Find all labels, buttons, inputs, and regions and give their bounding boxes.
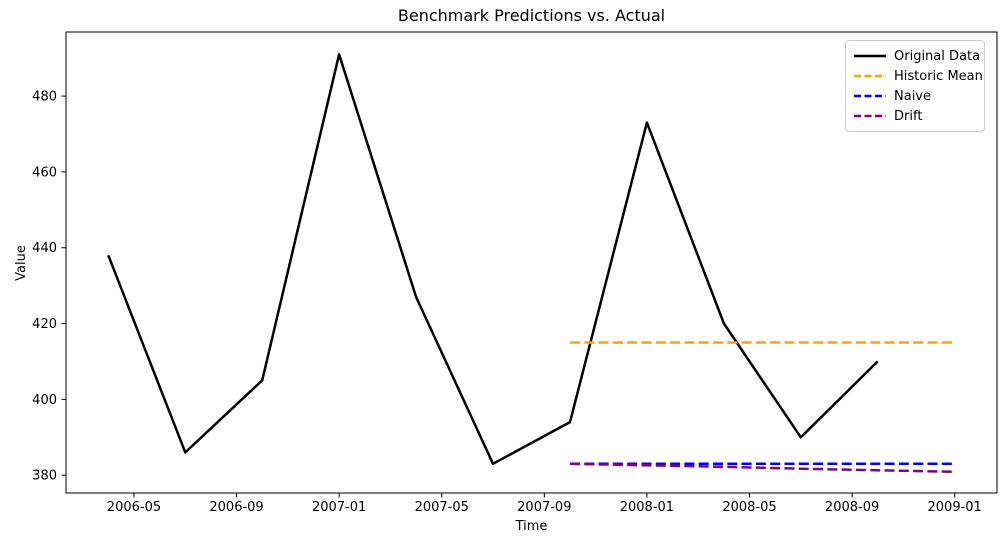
- x-tick-label: 2009-01: [928, 500, 982, 515]
- series-line-drift: [569, 462, 955, 474]
- legend-label-drift: Drift: [894, 108, 923, 124]
- x-tick-label: 2008-01: [620, 500, 674, 515]
- legend-label-naive: Naive: [894, 88, 931, 104]
- y-axis-label: Value: [14, 245, 29, 281]
- legend-line-sample-historic-mean: [854, 73, 886, 79]
- legend-line-sample-original-data: [854, 53, 886, 59]
- legend-sample-svg: [854, 54, 886, 58]
- x-axis-label: Time: [515, 519, 548, 534]
- legend-sample-svg: [854, 74, 886, 78]
- legend: Original Data Historic Mean Naive Drift: [845, 40, 985, 132]
- y-tick-label: 440: [32, 241, 57, 256]
- x-tick-label: 2007-05: [415, 500, 469, 515]
- y-tick-label: 400: [32, 393, 57, 408]
- x-tick-label: 2007-09: [517, 500, 571, 515]
- y-tick-label: 420: [32, 317, 57, 332]
- x-tick-label: 2006-05: [107, 500, 161, 515]
- chart-title: Benchmark Predictions vs. Actual: [397, 6, 666, 25]
- legend-item-naive: Naive: [854, 86, 976, 106]
- legend-item-drift: Drift: [854, 106, 976, 126]
- y-tick-label: 460: [32, 165, 57, 180]
- series-line-original-data: [107, 53, 879, 466]
- plot-border: [65, 31, 998, 494]
- legend-line-sample-naive: [854, 93, 886, 99]
- y-tick-label: 380: [32, 469, 57, 484]
- legend-label-historic-mean: Historic Mean: [894, 68, 983, 84]
- legend-sample-svg: [854, 94, 886, 98]
- x-tick-label: 2008-09: [825, 500, 879, 515]
- y-tick-label: 480: [32, 90, 57, 105]
- x-tick-label: 2007-01: [312, 500, 366, 515]
- legend-label-original-data: Original Data: [894, 48, 981, 64]
- legend-line-sample-drift: [854, 113, 886, 119]
- legend-item-original-data: Original Data: [854, 46, 980, 66]
- legend-item-historic-mean: Historic Mean: [854, 66, 983, 86]
- legend-sample-svg: [854, 114, 886, 118]
- x-tick-label: 2008-05: [722, 500, 776, 515]
- x-tick-label: 2006-09: [209, 500, 263, 515]
